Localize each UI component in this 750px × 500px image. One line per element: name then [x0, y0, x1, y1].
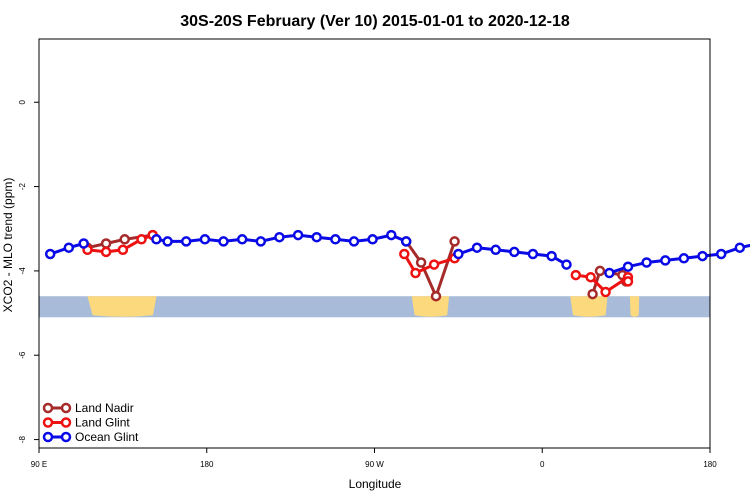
series-line	[403, 253, 456, 275]
data-point	[622, 261, 634, 272]
legend-item: Ocean Glint	[42, 430, 139, 444]
data-point	[430, 290, 442, 302]
data-point	[600, 286, 611, 298]
data-point	[180, 236, 192, 247]
data-point	[151, 234, 162, 245]
y-tick-label: -6	[18, 351, 27, 359]
legend-marker	[42, 417, 54, 428]
data-point	[490, 244, 501, 256]
chart-title: 30S-20S February (Ver 10) 2015-01-01 to …	[180, 13, 570, 30]
x-tick-label: 0	[540, 460, 545, 469]
data-point	[546, 250, 557, 262]
data-point	[585, 271, 596, 283]
data-point	[660, 255, 671, 266]
data-point	[311, 231, 322, 243]
legend-marker	[60, 417, 72, 428]
data-point	[561, 259, 572, 270]
data-point	[255, 236, 267, 247]
data-point	[399, 248, 410, 260]
data-point	[117, 244, 129, 256]
legend-marker	[60, 402, 72, 414]
y-tick-label: 0	[18, 99, 27, 104]
legend-label: Ocean Glint	[75, 430, 139, 444]
data-point	[449, 236, 460, 247]
data-point	[697, 250, 708, 262]
legend-item: Land Glint	[42, 416, 130, 430]
data-point	[587, 288, 598, 300]
data-point	[330, 234, 341, 245]
data-point	[604, 267, 615, 279]
legend-item: Land Nadir	[42, 401, 134, 415]
series-line	[404, 240, 457, 301]
data-point	[63, 242, 75, 253]
data-point	[641, 257, 652, 268]
data-point	[218, 236, 229, 247]
data-point	[100, 246, 112, 258]
data-point	[78, 238, 89, 249]
data-point	[162, 236, 173, 247]
data-point	[622, 276, 634, 287]
data-point	[400, 236, 412, 247]
data-point	[236, 234, 248, 245]
land-mass	[629, 296, 640, 317]
data-point	[274, 231, 285, 243]
x-axis: 90 E 180 90 W 0 180	[31, 448, 717, 469]
data-point	[348, 236, 360, 247]
legend-marker	[60, 431, 72, 443]
series-layer	[44, 229, 750, 302]
data-point	[415, 257, 427, 268]
x-tick-label: 90 E	[31, 460, 47, 469]
y-axis-label: XCO2 - MLO trend (ppm)	[1, 178, 15, 313]
legend-label: Land Nadir	[75, 401, 134, 415]
data-point	[527, 248, 539, 260]
legend-marker	[42, 431, 54, 443]
land-mass	[570, 296, 608, 317]
data-point	[428, 259, 440, 270]
land-mass	[87, 296, 157, 317]
data-point	[119, 234, 130, 245]
x-tick-label: 180	[703, 460, 717, 469]
y-tick-label: -2	[18, 182, 27, 190]
series-ocean-glint	[44, 229, 750, 279]
data-point	[453, 248, 464, 260]
x-tick-label: 180	[200, 460, 214, 469]
data-point	[678, 253, 690, 264]
data-point	[386, 229, 397, 241]
data-point	[594, 265, 606, 277]
x-axis-label: Longitude	[349, 477, 402, 491]
legend-label: Land Glint	[75, 416, 130, 430]
data-point	[199, 234, 211, 245]
data-point	[100, 238, 112, 249]
land-mass	[411, 296, 450, 317]
data-point	[471, 242, 483, 253]
x-tick-label: 90 W	[365, 460, 384, 469]
y-tick-label: -8	[18, 435, 27, 443]
data-point	[410, 267, 421, 279]
legend-marker	[42, 402, 54, 414]
data-point	[715, 248, 727, 260]
y-tick-label: -4	[18, 267, 27, 275]
ocean-band	[39, 296, 710, 318]
data-point	[367, 234, 378, 245]
data-point	[44, 248, 56, 260]
data-point	[509, 246, 520, 258]
data-point	[734, 242, 746, 253]
y-axis: 0 -2 -4 -6 -8	[18, 99, 39, 443]
data-point	[292, 229, 304, 241]
map-band	[39, 296, 710, 318]
data-point	[136, 234, 147, 245]
data-point	[570, 269, 582, 281]
